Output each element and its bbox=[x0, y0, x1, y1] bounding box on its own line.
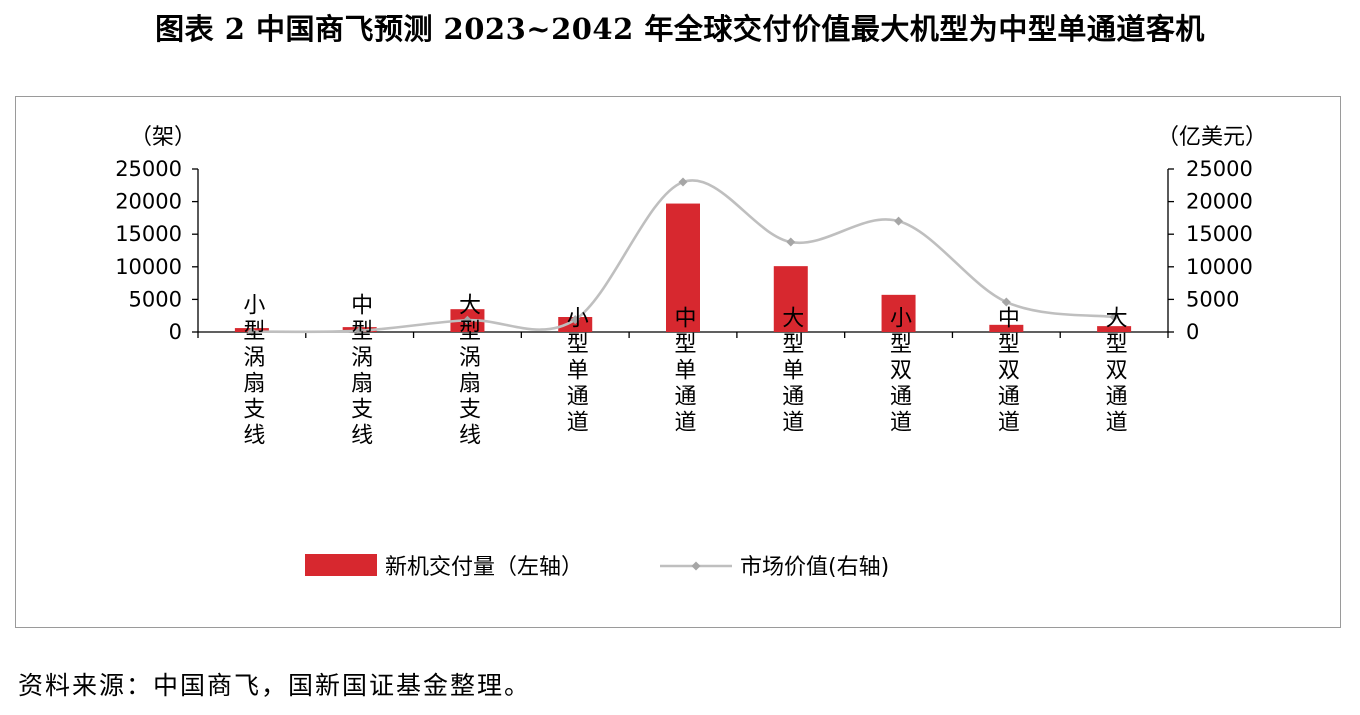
bar-7 bbox=[881, 294, 916, 332]
line-point-2 bbox=[355, 326, 365, 336]
bar-8 bbox=[989, 324, 1024, 332]
y-axis-right-unit: （亿美元） bbox=[1157, 125, 1267, 150]
bar-series bbox=[234, 203, 1132, 332]
bar-5 bbox=[666, 203, 700, 332]
figure-title: 图表 2 中国商飞预测 2023~2042 年全球交付价值最大机型为中型单通道客… bbox=[155, 12, 1205, 46]
y-tick-label-right: 15000 bbox=[1186, 222, 1253, 246]
y-tick-label-left: 20000 bbox=[115, 190, 182, 214]
line-point-6 bbox=[786, 237, 796, 247]
line-point-4 bbox=[570, 315, 580, 325]
x-tick-label: 大型涡扇支线 bbox=[455, 293, 481, 449]
axes: 0 5000 10000 15000 20000 25000 （架） 0 5000 10000 15… bbox=[115, 125, 1267, 344]
legend-label-line: 市场价值(右轴) bbox=[740, 555, 889, 580]
x-tick-label: 中型涡扇支线 bbox=[347, 293, 373, 449]
y-tick-label-right: 10000 bbox=[1186, 255, 1253, 279]
line-point-7 bbox=[894, 216, 904, 226]
y-tick-label-left: 25000 bbox=[115, 157, 182, 181]
y-tick-label-left: 10000 bbox=[115, 255, 182, 279]
y-tick-label-right: 25000 bbox=[1186, 157, 1253, 181]
x-tick-label: 大型双通道 bbox=[1102, 306, 1128, 436]
line-point-8 bbox=[1001, 297, 1011, 307]
chart: 0 5000 10000 15000 20000 25000 （架） 0 5000 10000 15… bbox=[115, 125, 1267, 580]
y-tick-label-right: 20000 bbox=[1186, 190, 1253, 214]
y-tick-label-left: 5000 bbox=[129, 287, 182, 311]
y-tick-label-left: 15000 bbox=[115, 222, 182, 246]
line-point-9 bbox=[1109, 312, 1119, 322]
legend-swatch-bar bbox=[305, 554, 377, 576]
y-tick-label-right: 0 bbox=[1186, 320, 1199, 344]
bar-6 bbox=[773, 266, 808, 332]
source-note: 资料来源：中国商飞，国新国证基金整理。 bbox=[18, 671, 532, 700]
x-tick-label: 小型单通道 bbox=[563, 306, 589, 436]
legend-marker-line bbox=[691, 561, 701, 571]
x-tick-label: 大型单通道 bbox=[778, 306, 804, 436]
chart-frame: 0 5000 10000 15000 20000 25000 （架） 0 5000 10000 15… bbox=[15, 96, 1341, 628]
bar-4 bbox=[558, 317, 593, 332]
x-tick-label: 中型双通道 bbox=[994, 306, 1020, 436]
y-tick-label-left: 0 bbox=[169, 320, 182, 344]
x-tick-label: 小型双通道 bbox=[886, 306, 912, 436]
line-point-3 bbox=[462, 315, 472, 325]
legend: 新机交付量（左轴） 市场价值(右轴) bbox=[305, 554, 889, 580]
bar-9 bbox=[1097, 326, 1132, 332]
y-axis-left-unit: （架） bbox=[130, 125, 196, 150]
axis-labels: 小型涡扇支线 中型涡扇支线 大型涡扇支线 小型单通道 中型单通道 大型单通道 小型双通道 中型… bbox=[239, 293, 1127, 449]
line-point-1 bbox=[247, 327, 257, 337]
x-tick-label: 小型涡扇支线 bbox=[239, 293, 265, 449]
line-point-5 bbox=[678, 177, 688, 187]
x-tick-label: 中型单通道 bbox=[671, 306, 697, 436]
y-tick-label-right: 5000 bbox=[1186, 287, 1239, 311]
legend-label-bar: 新机交付量（左轴） bbox=[385, 555, 583, 580]
line-series bbox=[247, 177, 1119, 337]
